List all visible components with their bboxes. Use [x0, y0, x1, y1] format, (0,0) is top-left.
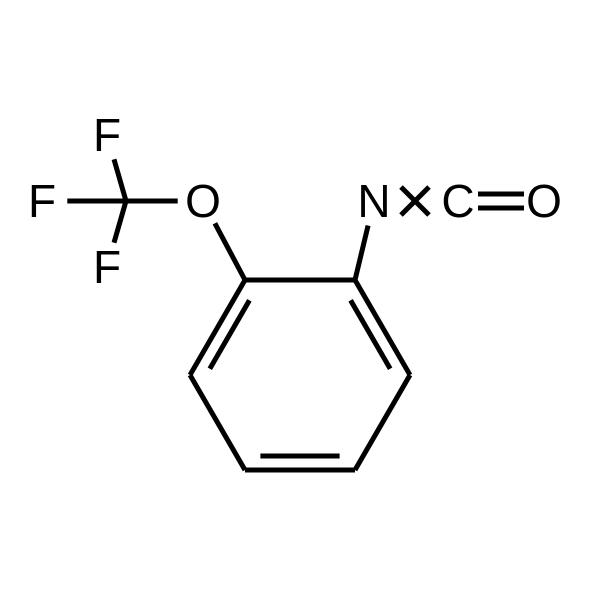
- atom-label-o: O: [526, 175, 562, 227]
- atom-label-f: F: [93, 109, 121, 161]
- bond: [355, 226, 368, 280]
- atom-label-n: N: [357, 175, 390, 227]
- atom-label-f: F: [93, 241, 121, 293]
- atom-label-f: F: [28, 175, 56, 227]
- bond: [355, 375, 410, 470]
- chemical-structure-diagram: FFFONCO: [0, 0, 600, 600]
- atom-label-o: O: [185, 175, 221, 227]
- bond: [114, 159, 126, 201]
- bond: [114, 201, 126, 243]
- bond: [190, 375, 245, 470]
- bond: [215, 223, 245, 280]
- bond: [190, 280, 245, 375]
- bond: [355, 280, 410, 375]
- atom-label-c: C: [441, 175, 474, 227]
